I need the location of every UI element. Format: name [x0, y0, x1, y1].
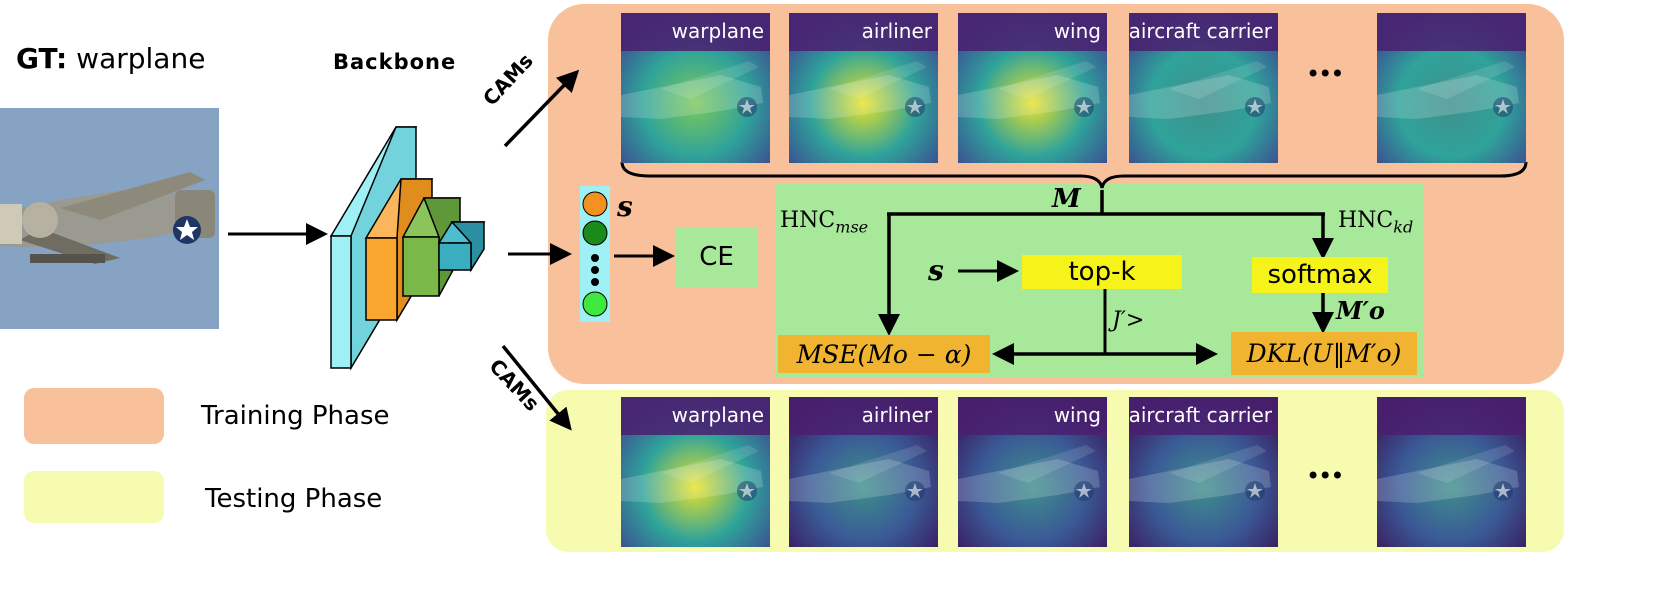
train-ellipsis: •••: [1306, 60, 1344, 88]
score-darkgreen: [582, 220, 608, 246]
gt-title: GT: warplane: [16, 42, 205, 75]
train-cam-1: airliner: [789, 13, 938, 163]
test-cam-3: aircraft carrier: [1129, 397, 1278, 547]
legend-testing-label: Testing Phase: [205, 484, 383, 514]
cams-brace: [620, 161, 1528, 189]
layer-2-front: [365, 237, 398, 321]
cams-test-arrow: [501, 344, 572, 431]
train-cam-0: warplane: [621, 13, 770, 163]
test-cam-1: airliner: [789, 397, 938, 547]
softmax-box: softmax: [1252, 257, 1388, 293]
test-cam-label-1: airliner: [861, 403, 932, 427]
mse-box: MSE(Mo − α): [778, 335, 990, 373]
test-ellipsis: •••: [1306, 462, 1344, 490]
gt-prefix: GT:: [16, 42, 68, 75]
train-cam-label-1: airliner: [861, 19, 932, 43]
s-label: s: [928, 254, 944, 287]
legend-training-label: Training Phase: [201, 401, 390, 431]
train-cam-label-0: warplane: [671, 19, 764, 43]
hnc-mse-label: HNCmse: [780, 208, 869, 237]
cams-train-arrow: [503, 69, 580, 148]
j-label: J′>: [1112, 308, 1145, 333]
test-cam-5: [1377, 397, 1526, 547]
ce-box: CE: [676, 227, 757, 287]
aircraft-photo-icon: [0, 108, 219, 329]
ce-label: CE: [699, 242, 734, 272]
test-cam-2: wing: [958, 397, 1107, 547]
gt-label: warplane: [76, 42, 206, 75]
m-label: M: [1052, 184, 1081, 214]
score-orange: [582, 191, 608, 217]
backbone-label: Backbone: [333, 50, 457, 74]
train-cam-label-2: wing: [1053, 19, 1101, 43]
score-lightgreen: [582, 291, 608, 317]
hnc-kd-label: HNCkd: [1338, 208, 1414, 237]
test-cam-0: warplane: [621, 397, 770, 547]
dkl-formula: DKL(U‖M′o): [1246, 339, 1402, 368]
topk-box: top-k: [1022, 255, 1182, 289]
test-cam-label-2: wing: [1053, 403, 1101, 427]
legend-testing-swatch: [24, 471, 164, 523]
test-cam-label-3: aircraft carrier: [1129, 403, 1272, 427]
train-cam-3: aircraft carrier: [1129, 13, 1278, 163]
layer-4-front: [438, 242, 472, 271]
dkl-box: DKL(U‖M′o): [1231, 332, 1417, 375]
backbone-layers: [329, 126, 486, 371]
train-cam-label-3: aircraft carrier: [1129, 19, 1272, 43]
topk-label: top-k: [1068, 257, 1136, 287]
score-label: s: [617, 190, 633, 223]
train-cam-2: wing: [958, 13, 1107, 163]
input-image: [0, 108, 219, 329]
layer-1-front: [330, 235, 352, 369]
test-cam-label-0: warplane: [671, 403, 764, 427]
legend-training-swatch: [24, 388, 164, 444]
mo-prime-label: M′o: [1336, 296, 1385, 325]
layer-3-front: [402, 236, 440, 297]
layer-4-side: [450, 221, 485, 273]
mse-formula: MSE(Mo − α): [796, 339, 972, 369]
softmax-label: softmax: [1267, 260, 1373, 290]
train-cam-5: [1377, 13, 1526, 163]
